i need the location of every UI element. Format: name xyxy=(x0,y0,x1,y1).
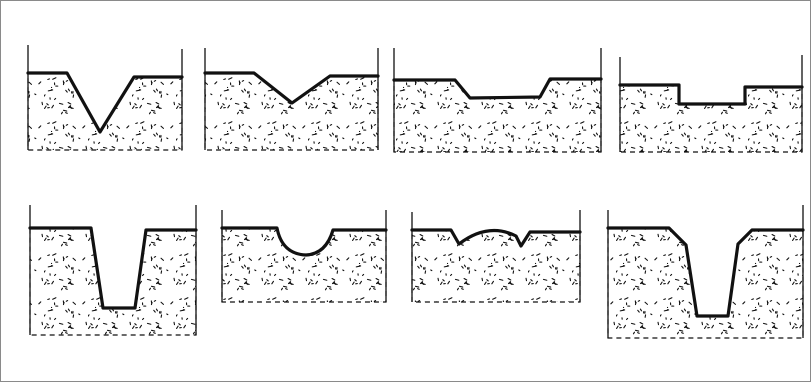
side-walls xyxy=(607,205,804,338)
profile-double-bump xyxy=(410,210,582,303)
ground-profile-line xyxy=(28,226,198,310)
profile-shallow-v xyxy=(203,48,380,151)
profile-semicircular xyxy=(220,210,388,303)
side-walls xyxy=(411,210,581,302)
soil-body xyxy=(27,72,183,151)
ground-profile-line xyxy=(392,77,603,100)
profile-rectangular-shallow xyxy=(618,55,804,153)
profile-deep-trapezoid xyxy=(606,205,805,339)
ground-profile-line xyxy=(220,226,388,257)
side-walls xyxy=(619,55,803,152)
ground-profile-line xyxy=(410,228,582,248)
soil-body xyxy=(607,227,804,339)
ground-profile-line xyxy=(26,71,184,134)
ground-profile-line xyxy=(606,226,805,318)
soil-body xyxy=(411,229,581,303)
side-walls xyxy=(27,45,183,150)
profile-deep-u-narrow xyxy=(28,205,198,336)
ground-profile-line xyxy=(203,71,380,105)
profile-trapezoid-shallow xyxy=(392,48,603,153)
ground-profile-line xyxy=(618,83,804,106)
side-walls xyxy=(393,48,602,152)
side-walls xyxy=(204,48,379,150)
side-walls xyxy=(221,210,387,302)
profile-v-shaped xyxy=(26,45,184,151)
